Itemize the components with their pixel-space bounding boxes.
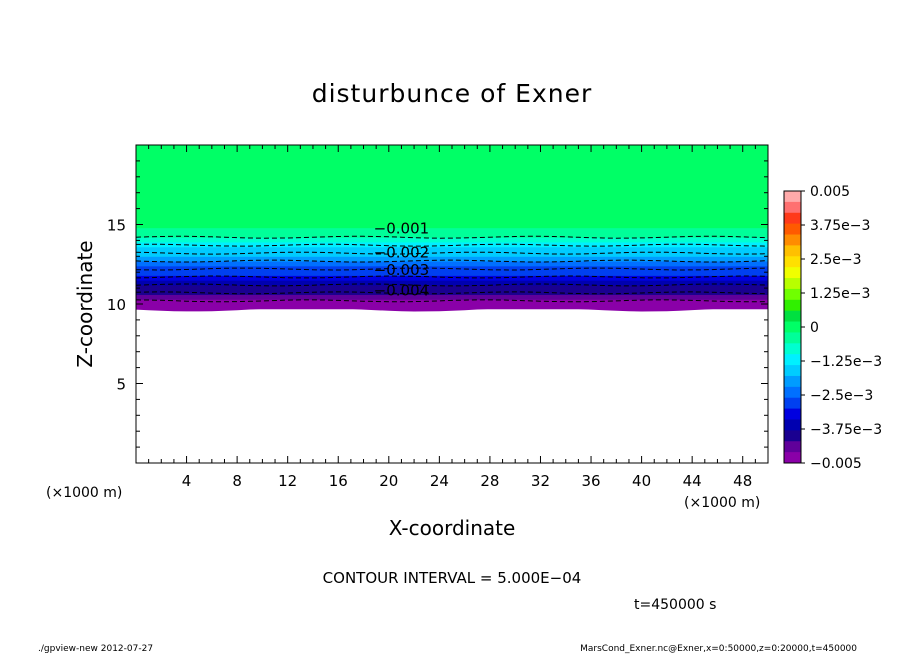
band [136,270,768,276]
band [136,246,768,253]
plot-area: −0.001−0.002−0.003−0.004 4 8 12 16 20 24 28 32 3… [107,144,769,490]
contour-label: −0.003 [374,261,430,279]
colorbar-swatch [784,375,801,388]
colorbar-label: −3.75e−3 [810,422,882,438]
band [136,289,768,295]
colorbar-swatch [784,332,801,344]
footer-left: ./gpview-new 2012-07-27 [38,644,153,654]
colorbar-swatch [784,191,801,203]
x-tick-label: 16 [329,472,348,490]
colorbar-swatch [784,212,801,225]
colorbar-swatch [784,365,801,377]
x-tick-label: 8 [232,472,242,490]
x-axis-unit: (×1000 m) [684,495,760,511]
band [136,275,768,281]
contour-label: −0.004 [374,282,430,300]
y-tick-label: 5 [116,376,126,394]
x-tick-label: 32 [531,472,550,490]
colorbar-label: −2.5e−3 [810,388,873,404]
y-axis-unit: (×1000 m) [46,485,122,501]
colorbar-swatch [784,256,801,268]
colorbar: 0.005 3.75e−3 2.5e−3 1.25e−3 0 −1.25e−3 −2.5e−… [783,184,882,472]
band [136,241,768,248]
colorbar-swatch [784,419,801,431]
y-tick-label: 15 [107,217,126,235]
colorbar-label: 3.75e−3 [810,218,870,234]
x-tick-label: 28 [480,472,499,490]
contour-interval-text: CONTOUR INTERVAL = 5.000E−04 [323,569,582,587]
y-axis-ticks: 5 10 15 [107,160,768,448]
contour-line [135,291,769,295]
y-axis-label: Z-coordinate [73,240,97,367]
colorbar-swatch [784,343,801,355]
band [136,145,768,225]
band [136,280,768,286]
colorbar-swatch [784,245,801,257]
colorbar-label: 2.5e−3 [810,252,862,268]
band [136,261,768,267]
band [136,227,768,233]
band [136,294,768,300]
contour-line [135,299,769,303]
colorbar-swatch [784,441,801,453]
x-tick-label: 4 [182,472,192,490]
contour-line [135,259,769,263]
band [136,251,768,257]
time-label: t=450000 s [634,597,716,613]
colorbar-swatch [784,201,801,214]
x-axis-ticks: 4 8 12 16 20 24 28 32 36 40 44 48 [148,145,756,490]
colorbar-swatch [784,452,801,464]
x-tick-label: 36 [581,472,600,490]
band [136,224,768,229]
x-tick-label: 44 [683,472,702,490]
contour-line [135,251,769,255]
contour-label: −0.002 [374,244,430,262]
contour-lines [135,235,769,303]
contour-line [135,235,769,239]
colorbar-swatch [784,386,801,399]
band [136,299,768,305]
band [136,232,768,238]
band-edge [136,307,768,312]
colorbar-swatch [784,299,801,312]
contour-labels: −0.001 −0.002−0.003 −0.004 [374,220,430,300]
contour-label: −0.001 [374,220,430,238]
colorbar-label: −0.005 [810,456,862,472]
chart-title: disturbunce of Exner [312,79,593,108]
colorbar-swatch [784,223,801,235]
colorbar-swatch [784,321,801,333]
footer-right: MarsCond_Exner.nc@Exner,x=0:50000,z=0:20… [580,644,857,654]
contour-line [135,283,769,287]
colorbar-swatch [784,354,801,366]
colorbar-swatch [784,234,801,246]
x-tick-label: 48 [733,472,752,490]
colorbar-swatch [784,397,801,409]
contour-line [135,243,769,247]
contour-line [135,267,769,271]
colorbar-label: 0 [810,320,819,336]
colorbar-swatch [784,278,801,290]
x-tick-label: 20 [379,472,398,490]
x-tick-label: 40 [632,472,651,490]
colorbar-swatch [784,430,801,442]
y-tick-label: 10 [107,296,126,314]
colorbar-swatch [784,267,801,279]
contour-line [135,275,769,279]
x-tick-label: 12 [278,472,297,490]
band [136,304,768,310]
band [136,237,768,243]
band [136,256,768,262]
colorbar-label: −1.25e−3 [810,354,882,370]
colorbar-swatch [784,408,801,420]
color-bands [136,145,768,312]
colorbar-label: 1.25e−3 [810,286,870,302]
colorbar-label: 0.005 [810,184,850,200]
x-axis-label: X-coordinate [389,516,516,540]
colorbar-swatch [784,310,801,322]
x-tick-label: 24 [430,472,449,490]
band [136,284,768,291]
colorbar-swatch [784,288,801,301]
